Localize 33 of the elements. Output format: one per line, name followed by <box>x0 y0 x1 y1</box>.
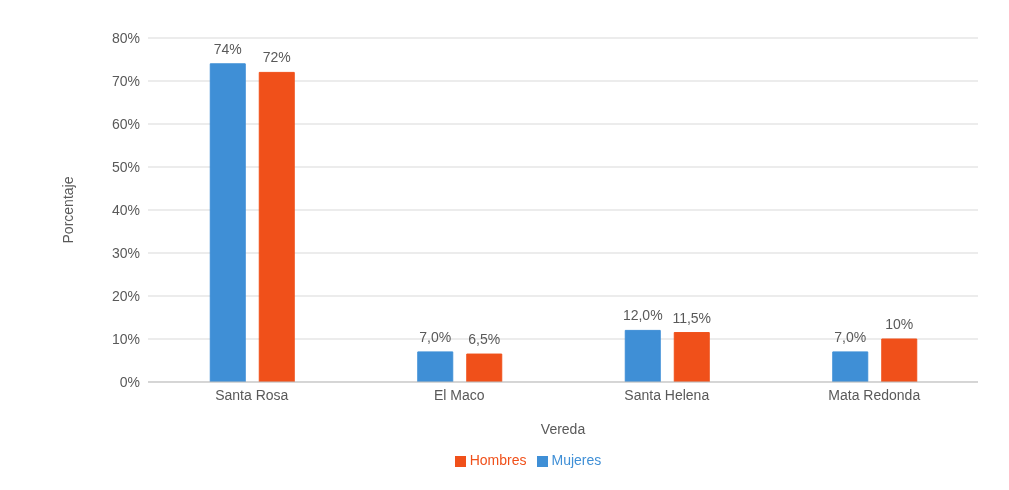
data-label: 7,0% <box>834 328 867 345</box>
y-tick-label: 60% <box>111 115 140 132</box>
y-tick-label: 10% <box>111 330 140 347</box>
data-label: 12,0% <box>622 307 663 324</box>
bar <box>258 71 295 382</box>
x-axis-title: Vereda <box>540 421 586 437</box>
bar <box>832 351 869 382</box>
data-label: 74% <box>213 40 242 57</box>
data-label: 10% <box>885 316 914 332</box>
x-tick-label: El Maco <box>433 386 485 403</box>
x-tick-label: Santa Helena <box>624 386 710 403</box>
y-tick-label: 80% <box>111 29 140 46</box>
data-label: 6,5% <box>468 331 501 348</box>
bar <box>209 63 246 382</box>
x-tick-label: Santa Rosa <box>215 386 289 403</box>
y-tick-label: 50% <box>111 158 140 175</box>
y-tick-label: 70% <box>111 72 140 89</box>
legend-label: Mujeres <box>551 452 602 468</box>
bar <box>466 353 503 382</box>
data-label: 11,5% <box>672 309 712 326</box>
bar <box>881 338 918 382</box>
data-label: 72% <box>262 49 291 66</box>
y-tick-label: 40% <box>111 201 140 218</box>
x-tick-label: Mata Redonda <box>828 386 921 403</box>
y-tick-label: 30% <box>111 244 140 261</box>
data-label: 7,0% <box>419 328 452 345</box>
legend-label: Hombres <box>469 452 527 468</box>
y-tick-label: 0% <box>119 373 140 390</box>
bar <box>673 332 710 382</box>
bar <box>624 329 661 382</box>
y-tick-label: 20% <box>111 287 140 304</box>
y-axis-title: Porcentaje <box>59 176 76 244</box>
bar <box>417 351 454 382</box>
